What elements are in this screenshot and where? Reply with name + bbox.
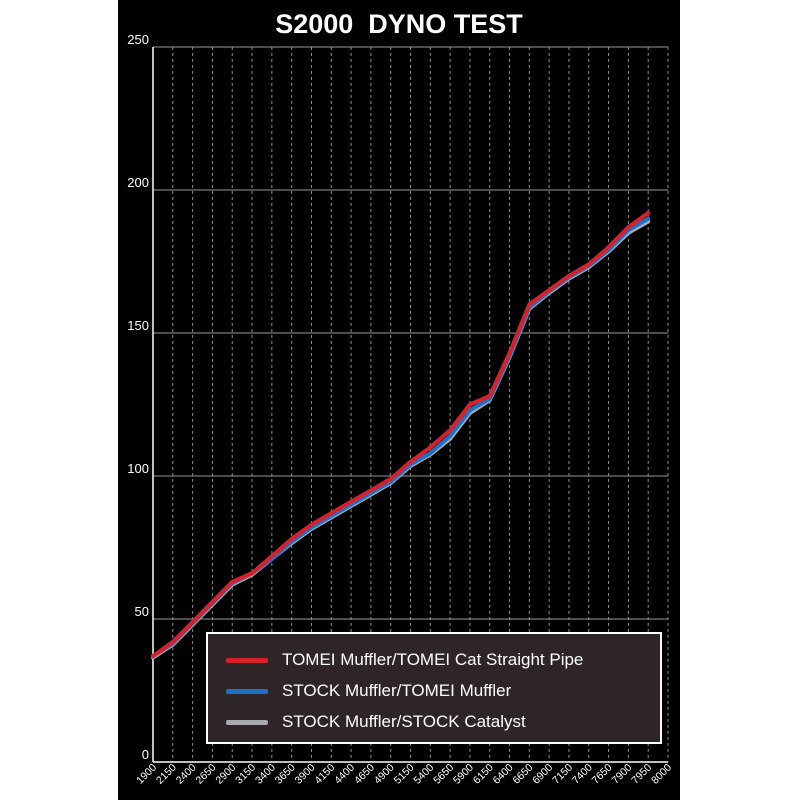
series-lines — [151, 210, 651, 660]
x-tick-label: 4400 — [332, 762, 357, 787]
x-tick-label: 7400 — [570, 762, 595, 787]
x-tick-label: 6900 — [530, 762, 555, 787]
x-tick-label: 7950 — [629, 762, 654, 787]
legend-swatch — [226, 657, 268, 663]
y-tick-labels: 0 50 100 150 200 250 — [127, 32, 149, 762]
x-tick-label: 4150 — [312, 762, 337, 787]
x-tick-label: 3900 — [293, 762, 318, 787]
x-tick-label: 7900 — [610, 762, 635, 787]
x-tick-labels: 1900215024002650290031503400365039004150… — [134, 762, 674, 787]
x-tick-label: 5150 — [392, 762, 417, 787]
x-tick-label: 3650 — [273, 762, 298, 787]
legend-label: STOCK Muffler/TOMEI Muffler — [282, 681, 512, 700]
series-line — [151, 219, 651, 660]
series-line — [151, 216, 651, 659]
series-line — [151, 210, 651, 659]
legend-label: TOMEI Muffler/TOMEI Cat Straight Pipe — [282, 650, 584, 669]
chart-title: S2000 DYNO TEST — [275, 9, 523, 39]
x-tick-label: 6650 — [510, 762, 535, 787]
x-tick-label: 5650 — [431, 762, 456, 787]
axes — [152, 47, 668, 763]
legend-label: STOCK Muffler/STOCK Catalyst — [282, 712, 526, 731]
x-tick-label: 5400 — [411, 762, 436, 787]
x-tick-label: 5900 — [451, 762, 476, 787]
x-tick-label: 3400 — [253, 762, 278, 787]
y-tick-label: 50 — [135, 604, 149, 619]
legend-entry: STOCK Muffler/STOCK Catalyst — [226, 708, 526, 736]
x-tick-label: 2400 — [174, 762, 199, 787]
x-tick-label: 3150 — [233, 762, 258, 787]
x-tick-label: 7150 — [550, 762, 575, 787]
x-tick-label: 1900 — [134, 762, 159, 787]
x-tick-label: 6400 — [491, 762, 516, 787]
y-tick-label: 200 — [127, 175, 149, 190]
x-tick-label: 4900 — [372, 762, 397, 787]
legend-entry: TOMEI Muffler/TOMEI Cat Straight Pipe — [226, 646, 583, 674]
legend-swatch — [226, 688, 268, 694]
x-tick-label: 6150 — [471, 762, 496, 787]
legend-swatch — [226, 719, 268, 725]
legend: TOMEI Muffler/TOMEI Cat Straight Pipe STO… — [206, 632, 662, 744]
x-tick-label: 4650 — [352, 762, 377, 787]
y-tick-label: 250 — [127, 32, 149, 47]
x-tick-label: 2650 — [194, 762, 219, 787]
x-tick-label: 2150 — [154, 762, 179, 787]
y-tick-label: 100 — [127, 461, 149, 476]
y-tick-label: 0 — [142, 747, 149, 762]
x-tick-label: 7650 — [590, 762, 615, 787]
legend-entry: STOCK Muffler/TOMEI Muffler — [226, 677, 511, 705]
y-tick-label: 150 — [127, 318, 149, 333]
x-tick-label: 8000 — [649, 762, 674, 787]
x-tick-label: 2900 — [213, 762, 238, 787]
